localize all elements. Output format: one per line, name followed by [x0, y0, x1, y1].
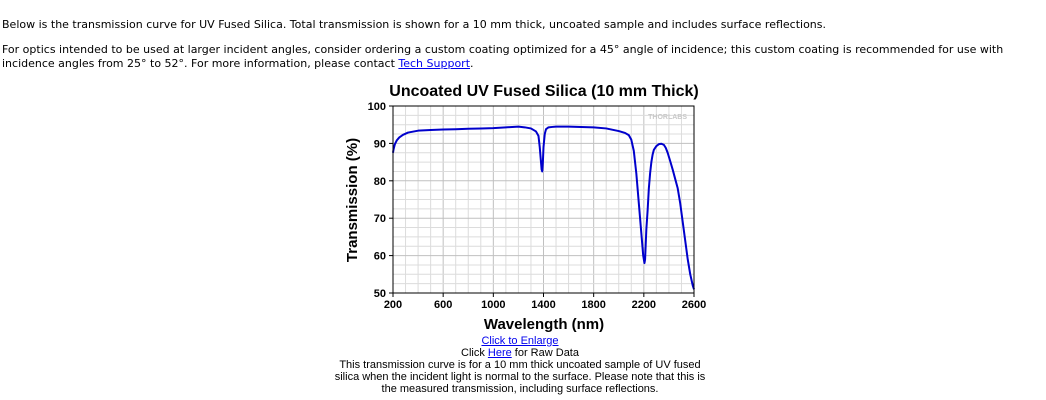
- chart-caption: This transmission curve is for a 10 mm t…: [334, 359, 706, 395]
- enlarge-container: Click to Enlarge: [330, 335, 710, 347]
- intro-paragraph-1: Below is the transmission curve for UV F…: [2, 18, 827, 31]
- x-tick-label: 1400: [531, 299, 555, 311]
- chart-title: Uncoated UV Fused Silica (10 mm Thick): [389, 83, 698, 100]
- raw-data-suffix: for Raw Data: [511, 347, 579, 359]
- y-axis-label: Transmission (%): [344, 138, 361, 262]
- series-line: [392, 125, 695, 290]
- raw-data-prefix: Click: [461, 347, 488, 359]
- click-to-enlarge-link[interactable]: Click to Enlarge: [481, 335, 559, 347]
- transmission-chart[interactable]: Uncoated UV Fused Silica (10 mm Thick) T…: [335, 76, 715, 334]
- y-tick-label: 70: [374, 213, 386, 225]
- y-tick-label: 80: [374, 176, 386, 188]
- y-tick-label: 100: [368, 101, 386, 113]
- x-tick-label: 1800: [581, 299, 605, 311]
- x-tick-label: 2600: [682, 299, 706, 311]
- y-tick-label: 90: [374, 138, 386, 150]
- horizontal-gridlines: [393, 114, 694, 285]
- raw-data-line: Click Here for Raw Data: [330, 347, 710, 359]
- watermark-logo: THORLABS: [648, 114, 687, 121]
- y-axis-ticks: 50 60 70 80 90 100: [368, 101, 393, 300]
- y-tick-label: 60: [374, 251, 386, 263]
- x-tick-label: 200: [384, 299, 402, 311]
- intro-paragraph-2: For optics intended to be used at larger…: [2, 43, 1042, 71]
- x-tick-label: 1000: [481, 299, 505, 311]
- y-tick-label: 50: [374, 288, 386, 300]
- plot-area: THORLABS 200 600 1000 1400 1800 2200 2600 50 60…: [368, 101, 707, 311]
- x-tick-label: 600: [434, 299, 452, 311]
- intro-paragraph-2-end: .: [470, 57, 474, 70]
- raw-data-link[interactable]: Here: [487, 347, 512, 359]
- tech-support-link[interactable]: Tech Support: [398, 57, 471, 70]
- x-tick-label: 2200: [632, 299, 656, 311]
- x-axis-ticks: 200 600 1000 1400 1800 2200 2600: [384, 293, 706, 311]
- x-axis-label: Wavelength (nm): [484, 316, 604, 333]
- intro-paragraph-2-text: For optics intended to be used at larger…: [2, 43, 1004, 70]
